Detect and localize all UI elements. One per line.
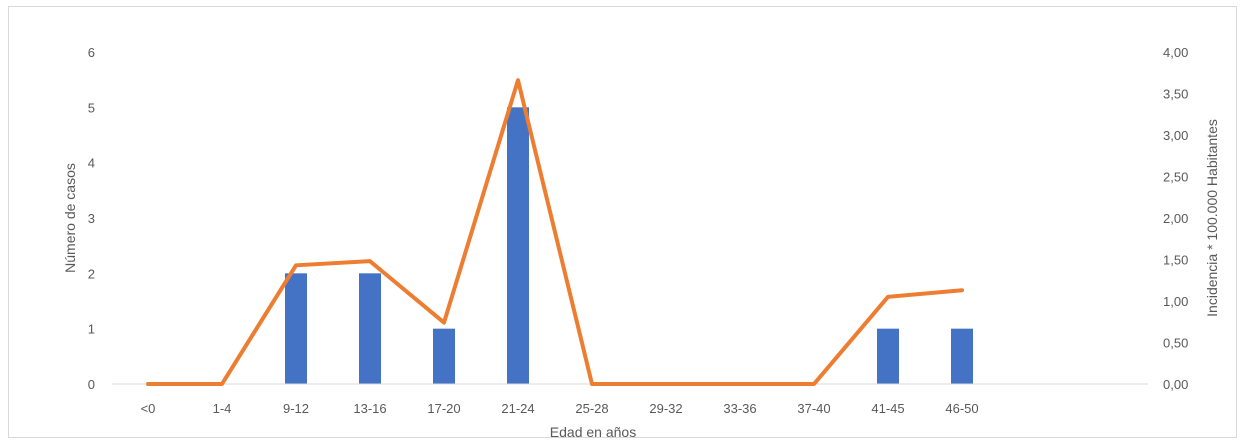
bar [877,328,899,384]
bar [433,328,455,384]
y-tick-label: 2 [88,266,95,281]
bar-series [285,107,973,384]
y2-tick-label: 0,50 [1163,336,1188,351]
x-tick-label: 21-24 [501,401,534,416]
y-tick-label: 6 [88,45,95,60]
x-tick-label: 13-16 [353,401,386,416]
y2-tick-label: 1,00 [1163,294,1188,309]
y2-tick-label: 2,50 [1163,170,1188,185]
x-tick-label: 46-50 [945,401,978,416]
x-tick-label: 29-32 [649,401,682,416]
x-tick-label: 33-36 [723,401,756,416]
x-axis-ticks: <0 1-4 9-12 13-16 17-20 21-24 25-28 29-32 33-36 3… [141,401,979,416]
chart-frame [8,6,1237,438]
x-tick-label: 1-4 [213,401,232,416]
y-tick-label: 0 [88,377,95,392]
y-tick-label: 3 [88,211,95,226]
x-axis-title: Edad en años [550,424,636,440]
y2-tick-label: 4,00 [1163,45,1188,60]
y-tick-label: 5 [88,100,95,115]
x-tick-label: 17-20 [427,401,460,416]
y-tick-label: 4 [88,156,95,171]
y-tick-label: 1 [88,322,95,337]
bar [951,328,973,384]
y2-tick-label: 0,00 [1163,377,1188,392]
bar [359,273,381,384]
left-axis-title: Número de casos [62,163,78,273]
x-tick-label: <0 [141,401,156,416]
y2-tick-label: 3,50 [1163,87,1188,102]
x-tick-label: 25-28 [575,401,608,416]
bar [285,273,307,384]
x-tick-label: 9-12 [283,401,309,416]
y2-tick-label: 1,50 [1163,253,1188,268]
left-axis-ticks: 0 1 2 3 4 5 6 [88,45,95,392]
x-tick-label: 37-40 [797,401,830,416]
right-axis-title: Incidencia * 100.000 Habitantes [1204,119,1220,317]
right-axis-ticks: 0,00 0,50 1,00 1,50 2,00 2,50 3,00 3,50 4,00 [1163,45,1188,392]
incidence-line [146,78,964,386]
y2-tick-label: 3,00 [1163,128,1188,143]
x-tick-label: 41-45 [871,401,904,416]
y2-tick-label: 2,00 [1163,211,1188,226]
bar [507,107,529,384]
